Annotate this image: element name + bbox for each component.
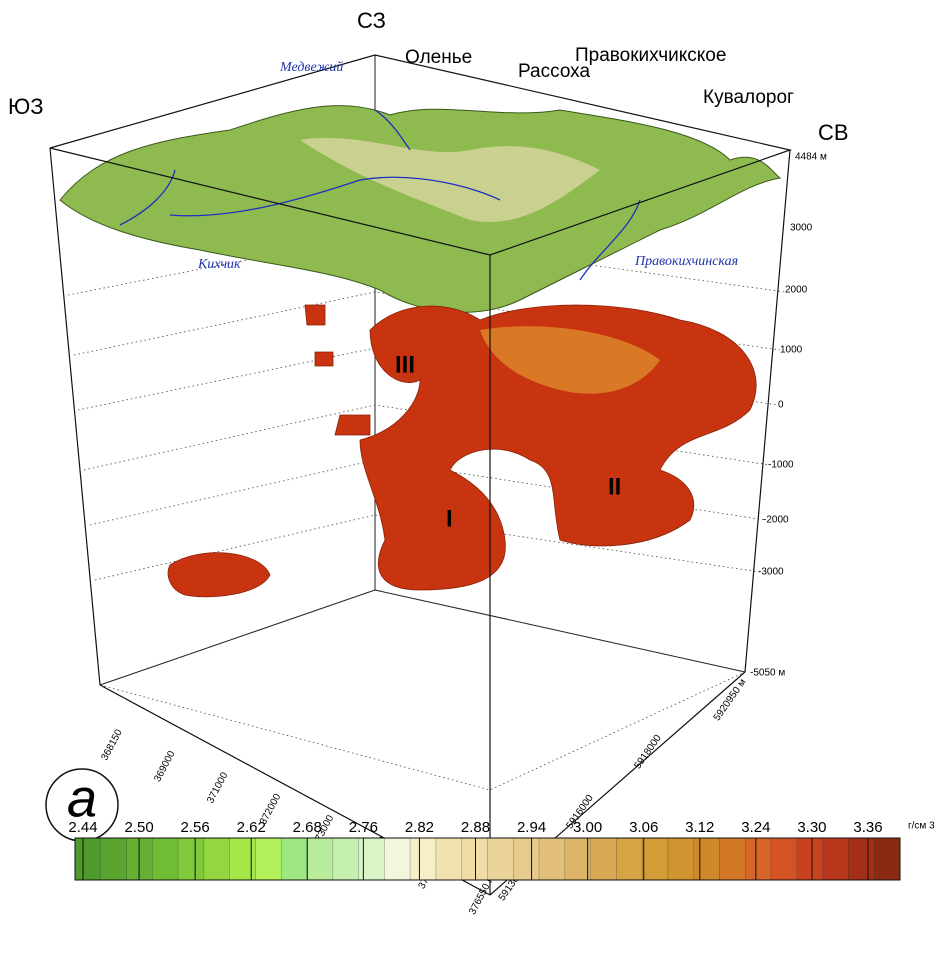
- colorbar-cell: [152, 838, 178, 880]
- river: Кихчик: [197, 257, 241, 272]
- colorbar-label: 2.76: [349, 819, 378, 836]
- figure: ЮЗ СЗ СВ Оленье Рассоха Правокихчикское …: [0, 0, 949, 970]
- body-label: II: [608, 473, 621, 500]
- colorbar-label: 2.68: [293, 819, 322, 836]
- x-tick-label: 368150: [99, 727, 125, 762]
- place: Оленье: [405, 47, 472, 68]
- colorbar-cell: [797, 838, 823, 880]
- colorbar-cell: [462, 838, 488, 880]
- terrain: [60, 106, 780, 313]
- z-tick-label: -2000: [763, 515, 789, 526]
- colorbar-label: 2.56: [181, 819, 210, 836]
- colorbar-cell: [694, 838, 720, 880]
- colorbar-label: 3.24: [741, 819, 770, 836]
- colorbar-label: 2.94: [517, 819, 546, 836]
- colorbar-label: 3.12: [685, 819, 714, 836]
- colorbar-label: 3.30: [797, 819, 826, 836]
- colorbar-cell: [642, 838, 668, 880]
- colorbar-cell: [874, 838, 900, 880]
- colorbar-cell: [436, 838, 462, 880]
- colorbar-label: 2.82: [405, 819, 434, 836]
- colorbar-label: 3.36: [853, 819, 882, 836]
- x-tick-label: 369000: [152, 749, 178, 784]
- river: Правокихчинская: [634, 254, 738, 269]
- colorbar-cell: [178, 838, 204, 880]
- direction: СЗ: [357, 8, 386, 33]
- colorbar-cell: [255, 838, 281, 880]
- body-label: I: [446, 505, 453, 532]
- colorbar-label: 2.62: [237, 819, 266, 836]
- colorbar-cell: [848, 838, 874, 880]
- body-label: III: [395, 351, 415, 378]
- colorbar-cell: [565, 838, 591, 880]
- colorbar-cell: [823, 838, 849, 880]
- place: Правокихчикское: [575, 45, 726, 66]
- y-tick-label: 5920950 м: [712, 677, 749, 723]
- colorbar-cell: [384, 838, 410, 880]
- river: Медвежий: [279, 60, 343, 75]
- colorbar-cell: [745, 838, 771, 880]
- colorbar-cell: [513, 838, 539, 880]
- z-tick-label: -5050 м: [750, 668, 785, 679]
- colorbar-label: 3.00: [573, 819, 602, 836]
- z-tick-label: 4484 м: [795, 152, 827, 163]
- colorbar-cell: [281, 838, 307, 880]
- density-bodies: [168, 305, 756, 597]
- colorbar-cell: [410, 838, 436, 880]
- colorbar-cell: [488, 838, 514, 880]
- colorbar-cell: [75, 838, 101, 880]
- colorbar-cell: [101, 838, 127, 880]
- colorbar-label: 2.88: [461, 819, 490, 836]
- colorbar-cell: [307, 838, 333, 880]
- x-tick-label: 371000: [205, 770, 231, 805]
- colorbar-label: 3.06: [629, 819, 658, 836]
- colorbar: 2.44 2.50 2.56 2.62 2.68 2.76 2.82 2.88 2.94 3.00…: [68, 819, 935, 880]
- colorbar-cell: [333, 838, 359, 880]
- z-tick-label: 3000: [790, 223, 813, 234]
- colorbar-cell: [771, 838, 797, 880]
- z-tick-label: 1000: [780, 345, 803, 356]
- colorbar-cell: [539, 838, 565, 880]
- colorbar-cell: [720, 838, 746, 880]
- colorbar-label: 2.44: [68, 819, 97, 836]
- z-tick-label: -1000: [768, 460, 794, 471]
- colorbar-cell: [204, 838, 230, 880]
- z-tick-label: 2000: [785, 285, 808, 296]
- colorbar-cell: [359, 838, 385, 880]
- place: Кувалорог: [703, 87, 794, 108]
- colorbar-label: 2.50: [124, 819, 153, 836]
- colorbar-unit: г/см 3: [908, 821, 935, 832]
- colorbar-cell: [616, 838, 642, 880]
- direction: СВ: [818, 120, 849, 145]
- colorbar-cell: [668, 838, 694, 880]
- z-tick-label: -3000: [758, 567, 784, 578]
- colorbar-cell: [591, 838, 617, 880]
- z-tick-label: 0: [778, 400, 784, 411]
- direction: ЮЗ: [8, 94, 44, 119]
- y-tick-label: 5918000: [632, 733, 664, 772]
